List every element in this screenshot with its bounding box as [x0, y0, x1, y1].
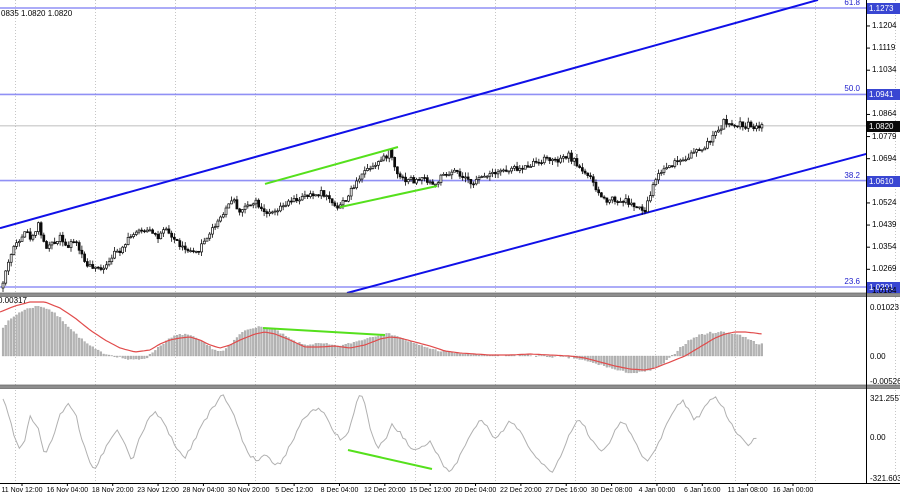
- time-label: 16 Jan 00:00: [772, 487, 814, 494]
- fib-percent-label: 50.0: [844, 84, 860, 94]
- time-label: 30 Nov 20:00: [227, 487, 270, 494]
- time-label: 8 Dec 04:00: [320, 487, 359, 494]
- axis-ticks: [21, 25, 870, 486]
- price-tick-label: 1.0694: [872, 153, 897, 163]
- time-label: 15 Dec 12:00: [409, 487, 451, 494]
- indicator-scale-label: 0.00: [870, 352, 886, 361]
- fib-lines: [0, 7, 866, 288]
- time-label: 23 Nov 12:00: [137, 487, 179, 494]
- indicator-scale-label: -0.00526: [870, 377, 900, 386]
- cci-green-line: [347, 449, 433, 470]
- time-label: 22 Dec 20:00: [500, 487, 542, 494]
- macd-green-line: [262, 327, 386, 336]
- panel-separators: [0, 292, 900, 389]
- indicator-scale-label: 0.01023: [870, 303, 899, 312]
- time-label: 4 Jan 00:00: [638, 487, 676, 494]
- channel-lines: [0, 0, 866, 293]
- time-label: 11 Nov 12:00: [1, 487, 43, 494]
- fib-percent-label: 61.8: [844, 0, 860, 7]
- time-label: 16 Nov 04:00: [46, 487, 89, 494]
- time-label: 27 Dec 16:00: [545, 487, 588, 494]
- ohlc-info: 0835 1.0820 1.0820: [1, 9, 73, 18]
- candles: [1, 114, 764, 293]
- time-label: 30 Dec 08:00: [590, 487, 633, 494]
- green-trendlines: [264, 146, 438, 209]
- macd-histogram: [1, 306, 763, 374]
- price-tick-label: 1.1204: [872, 20, 897, 30]
- fib-percent-label: 38.2: [844, 170, 860, 180]
- time-label: 28 Nov 04:00: [182, 487, 225, 494]
- macd-signal-line: [0, 301, 762, 371]
- axis-lines: [0, 0, 900, 484]
- price-tick-label: 1.0524: [872, 197, 897, 207]
- time-label: 18 Nov 20:00: [91, 487, 134, 494]
- price-tick-label: 1.0184: [872, 286, 897, 296]
- indicator-scale-label: 0.00: [870, 433, 886, 442]
- current-price-label: 1.0820: [867, 120, 900, 132]
- time-label: 11 Jan 08:00: [727, 487, 768, 494]
- cci-line: [2, 394, 757, 473]
- price-tick-label: 1.1034: [872, 65, 897, 75]
- time-label: 12 Dec 20:00: [363, 487, 406, 494]
- price-tick-label: 1.0439: [872, 220, 897, 230]
- time-label: 6 Jan 16:00: [683, 487, 721, 494]
- price-tick-label: 1.0779: [872, 131, 897, 141]
- macd-current-value: 0.00317: [0, 296, 27, 305]
- fib-price-label: 1.1273: [867, 3, 900, 14]
- grid-lines: [15, 0, 896, 483]
- price-tick-label: 1.0354: [872, 242, 897, 252]
- fib-price-label: 1.0201: [867, 281, 900, 293]
- time-label: 20 Dec 04:00: [454, 487, 497, 494]
- fib-price-label: 1.0610: [867, 175, 900, 187]
- indicator-scale-label: -321.603: [870, 474, 900, 483]
- price-tick-label: 1.0864: [872, 109, 897, 119]
- price-tick-label: 1.0269: [872, 264, 897, 274]
- fib-price-label: 1.0941: [867, 89, 900, 101]
- fib-percent-label: 23.6: [844, 276, 860, 286]
- time-label: 5 Dec 12:00: [275, 487, 313, 494]
- price-tick-label: 1.1119: [872, 43, 896, 53]
- indicator-scale-label: 321.2557: [870, 394, 900, 403]
